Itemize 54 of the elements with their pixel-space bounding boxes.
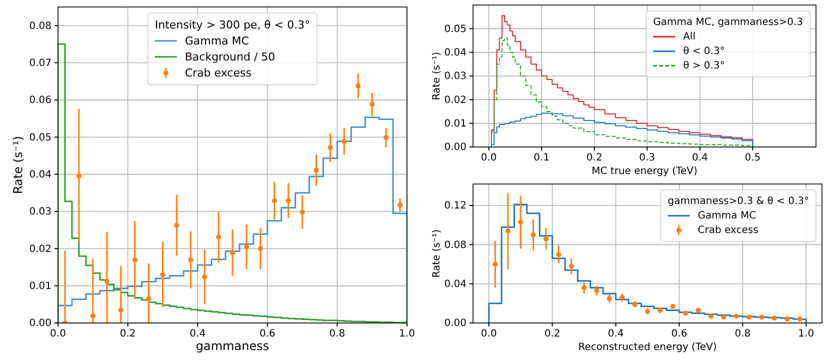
y-tick-label: 0.07 — [29, 58, 52, 69]
y-tick-label: 0.03 — [444, 71, 466, 82]
y-tick-label: 0.03 — [29, 206, 52, 218]
x-tick-label: 0.6 — [671, 328, 688, 340]
x-axis-title: MC true energy (TeV) — [592, 166, 698, 177]
legend-label: θ > 0.3° — [683, 60, 725, 72]
legend-label: θ < 0.3° — [683, 46, 725, 57]
y-tick-label: 0.01 — [29, 281, 52, 292]
y-tick-label: 0.00 — [444, 318, 466, 330]
x-tick-label: 0.4 — [190, 328, 206, 340]
y-tick-label: 0.00 — [29, 318, 52, 330]
legend-label: All — [683, 31, 696, 42]
y-tick-label: 0.08 — [444, 240, 466, 251]
x-tick-label: 0.1 — [534, 152, 550, 164]
y-tick-label: 0.04 — [29, 169, 52, 180]
x-tick-label: 1.0 — [399, 328, 415, 340]
x-tick-label: 0.5 — [744, 152, 761, 164]
y-tick-label: 0.12 — [444, 200, 466, 212]
y-tick-label: 0.02 — [29, 244, 52, 255]
y-tick-label: 0.02 — [444, 94, 466, 106]
y-tick-label: 0.01 — [444, 118, 466, 130]
y-tick-label: 0.05 — [29, 132, 52, 144]
x-tick-label: 0.8 — [734, 328, 751, 340]
y-tick-label: 0.08 — [29, 20, 52, 32]
x-axis-title: gammaness — [196, 339, 270, 353]
legend-label: Crab excess — [184, 66, 252, 80]
x-tick-label: 1.0 — [798, 328, 814, 340]
x-tick-label: 0.4 — [692, 152, 708, 164]
x-tick-label: 0.6 — [259, 328, 276, 340]
x-tick-label: 0.0 — [50, 328, 66, 340]
y-tick-label: 0.04 — [444, 279, 466, 290]
x-tick-label: 0.2 — [120, 328, 136, 340]
y-tick-label: 0.06 — [29, 95, 52, 106]
x-axis-title: Reconstructed energy (TeV) — [578, 342, 717, 353]
legend-title: Intensity > 300 pe, θ < 0.3° — [154, 18, 310, 32]
y-axis-title: Rate (s⁻¹) — [432, 52, 442, 100]
x-tick-label: 0.4 — [608, 328, 624, 340]
y-axis-title: Rate (s⁻¹) — [432, 229, 442, 278]
x-tick-label: 0.0 — [480, 152, 497, 164]
legend-label: Background / 50 — [184, 50, 276, 64]
y-tick-label: 0.00 — [444, 142, 466, 154]
legend-label: Gamma MC — [698, 210, 756, 222]
x-tick-label: 0.2 — [586, 152, 602, 164]
legend-title: gammaness>0.3 & θ < 0.3° — [668, 196, 809, 207]
x-tick-label: 0.3 — [639, 152, 656, 164]
x-tick-label: 0.0 — [480, 328, 497, 340]
x-tick-label: 0.2 — [544, 328, 560, 340]
y-tick-label: 0.05 — [444, 24, 466, 35]
y-tick-label: 0.04 — [444, 48, 466, 59]
legend-label: Gamma MC — [184, 34, 250, 48]
x-tick-label: 0.8 — [329, 328, 346, 340]
legend-label: Crab excess — [698, 224, 758, 236]
legend-title: Gamma MC, gammaness>0.3 — [653, 16, 803, 28]
y-axis-title: Rate (s⁻¹) — [11, 136, 25, 194]
